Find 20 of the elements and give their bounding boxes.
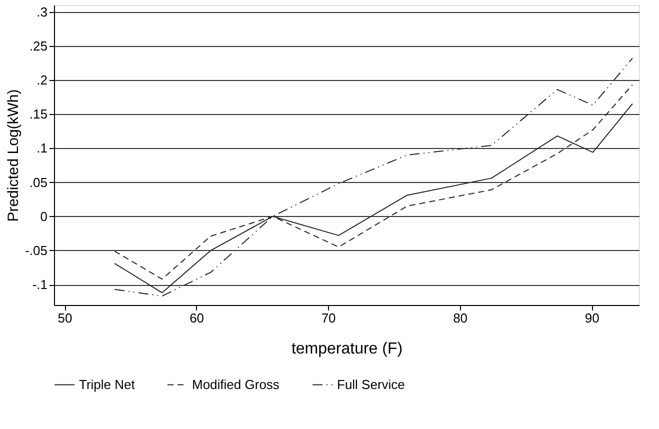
- y-tick-label: .1: [36, 140, 48, 156]
- y-tick-label: 0: [40, 208, 48, 224]
- y-axis-title: Predicted Log(kWh): [5, 89, 22, 222]
- x-tick-label: 80: [453, 310, 468, 326]
- x-tick-label: 60: [190, 310, 204, 326]
- x-tick-label: 70: [321, 310, 336, 326]
- y-tick-label: -.1: [32, 277, 48, 292]
- line-series: [114, 58, 633, 297]
- x-axis-title: temperature (F): [291, 340, 403, 358]
- y-tick-label: -.05: [25, 242, 48, 258]
- legend-label: Modified Gross: [192, 376, 280, 392]
- y-tick-label: .3: [36, 4, 48, 20]
- y-tick-label: .25: [29, 38, 48, 54]
- legend-label: Full Service: [337, 376, 405, 392]
- y-tick-label: .05: [29, 174, 48, 190]
- y-tick-label: .2: [36, 72, 48, 88]
- x-tick-label: 50: [58, 310, 72, 326]
- y-tick-label: .15: [29, 106, 48, 122]
- legend-label: Triple Net: [79, 376, 136, 392]
- x-tick-label: 90: [584, 310, 600, 326]
